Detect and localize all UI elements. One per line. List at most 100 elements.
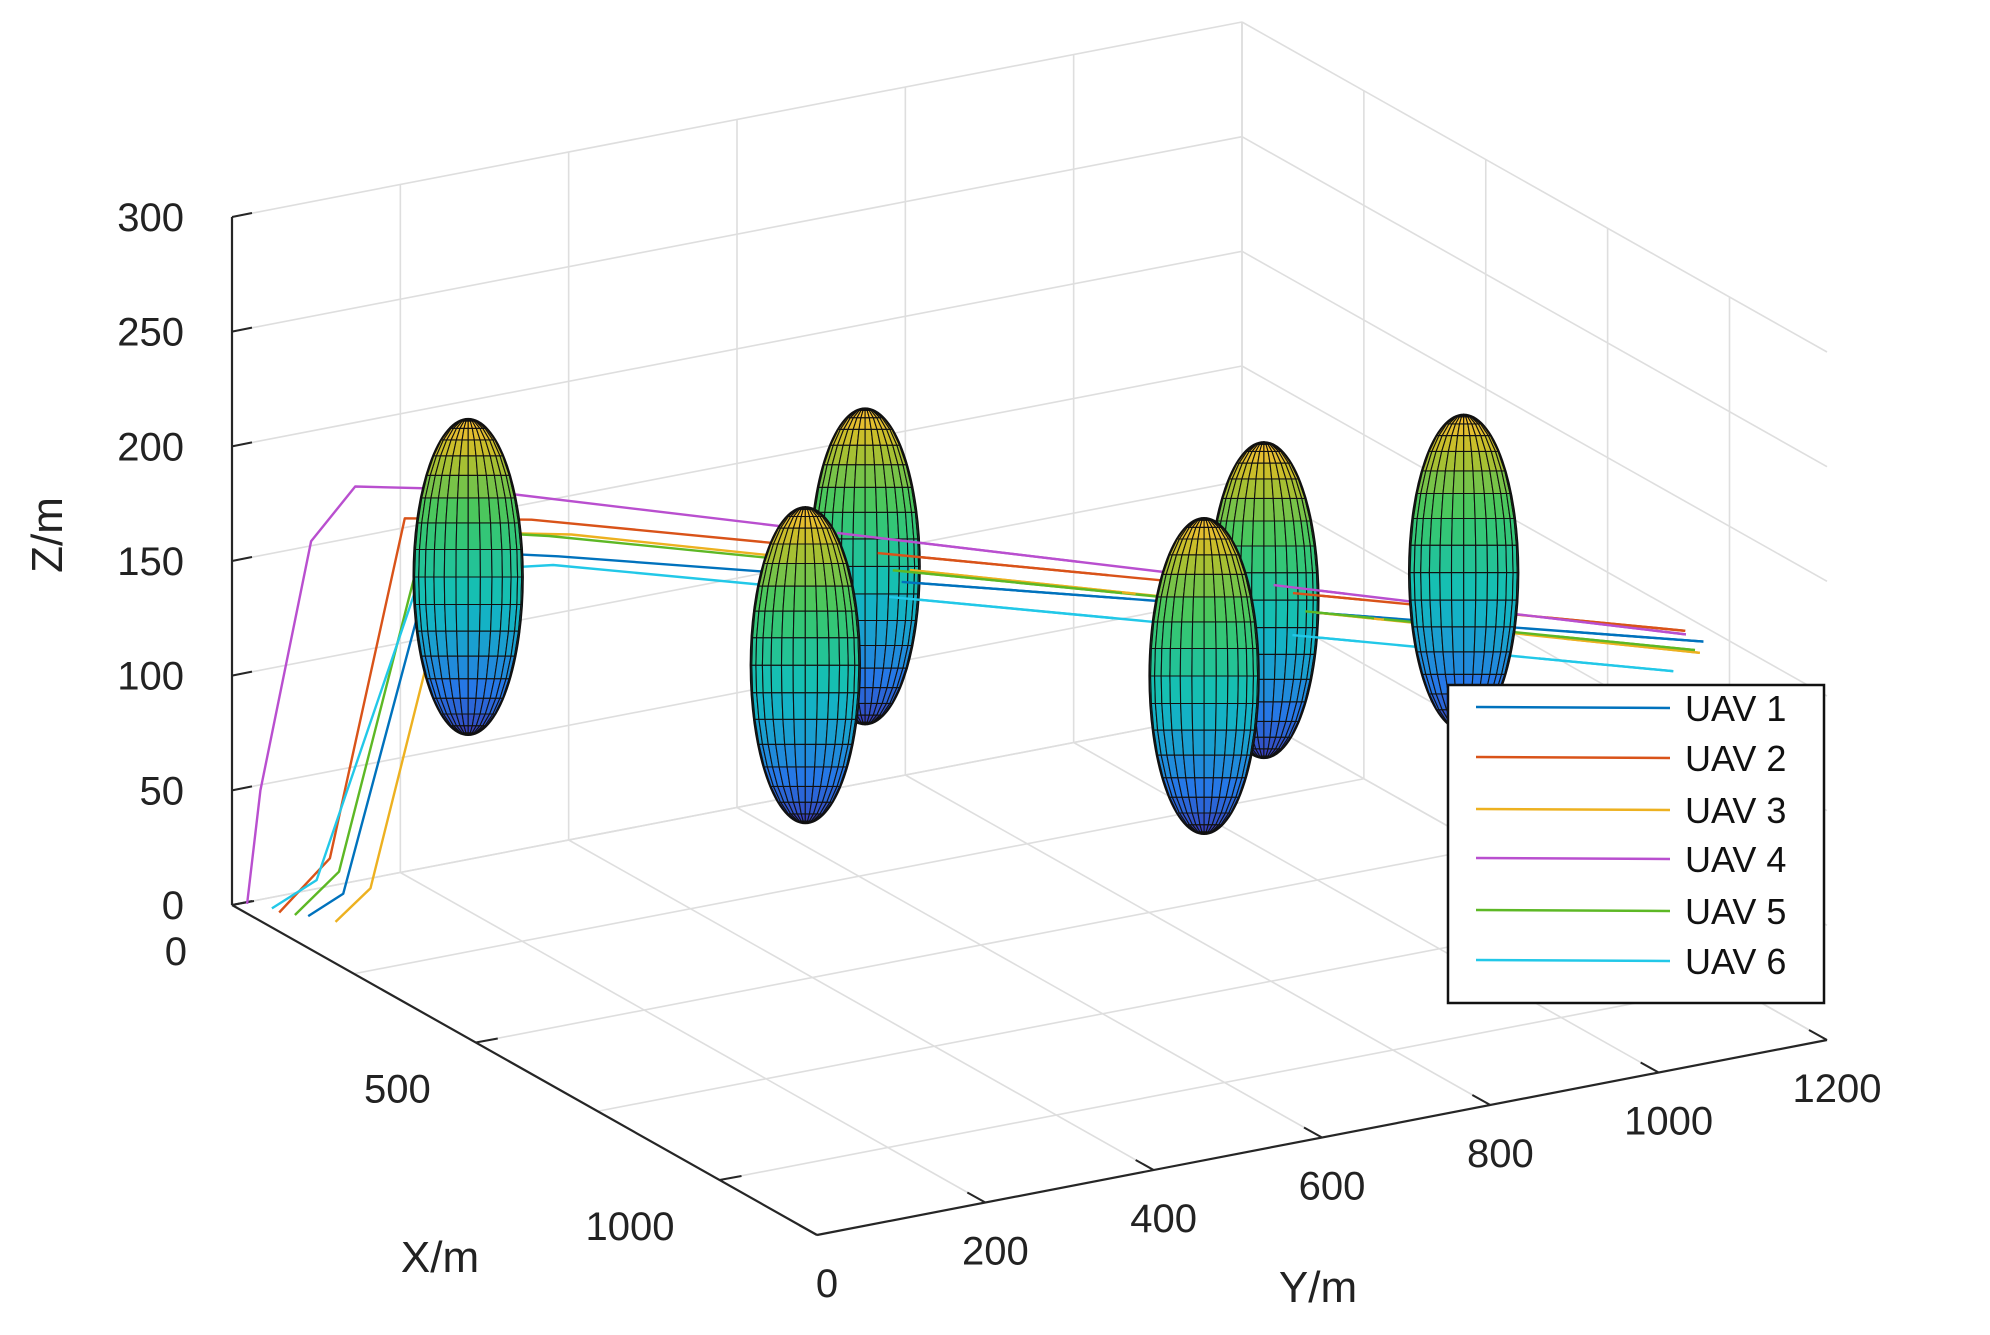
x-tick-label: 500 (364, 1068, 431, 1112)
trajectory-uav-5-front (892, 569, 1123, 595)
z-axis-label: Z/m (23, 497, 72, 573)
obstacle-face (793, 585, 806, 612)
trajectory-uav-4-front (837, 531, 1080, 564)
obstacle-face (1195, 796, 1205, 814)
obstacle-face (838, 637, 849, 666)
obstacle-face (1451, 517, 1465, 546)
legend-box (1446, 683, 1826, 1005)
obstacle-face (1191, 702, 1205, 731)
obstacle-face (864, 619, 878, 647)
obstacle-face (1226, 675, 1239, 705)
legend-line-uav5 (1475, 908, 1671, 913)
obstacle-face (455, 576, 469, 606)
obstacle-face (804, 743, 817, 768)
obstacle-face (445, 630, 459, 657)
obstacle-face (444, 522, 458, 551)
obstacle-face (853, 486, 866, 513)
obstacle-face (1463, 470, 1475, 495)
obstacle-face (1451, 599, 1465, 628)
obstacle-face (479, 576, 493, 606)
obstacle-face (1429, 599, 1442, 628)
obstacle-face (804, 664, 819, 694)
obstacle-face (770, 637, 783, 666)
obstacle-face (491, 548, 503, 578)
obstacle-face (1191, 647, 1205, 677)
trajectory-uav-2-front (877, 551, 1109, 577)
obstacle-face (501, 576, 512, 606)
y-tick-label: 1200 (1793, 1067, 1882, 1111)
obstacle-face (1428, 572, 1441, 601)
x-axis-label: X/m (401, 1233, 479, 1282)
obstacle-face (456, 630, 469, 657)
obstacle-outline (749, 506, 862, 825)
x-tick-label: 0 (165, 930, 187, 974)
obstacle-face (1440, 626, 1454, 653)
obstacle-face (852, 538, 866, 567)
obstacle-face (467, 655, 480, 680)
obstacle-face (1169, 702, 1183, 731)
obstacle-face (898, 538, 909, 567)
obstacle-face (828, 664, 841, 694)
obstacle-face (433, 522, 447, 551)
obstacle-face (1452, 470, 1465, 495)
obstacle-face (770, 664, 783, 694)
obstacle-face (796, 785, 806, 803)
obstacle-face (433, 548, 446, 578)
x-tick (719, 1175, 742, 1181)
obstacle-face (771, 610, 784, 639)
obstacle-face (782, 718, 796, 745)
obstacle-face (456, 497, 469, 524)
obstacle-face (794, 562, 806, 587)
trajectories-front-layer (837, 531, 1704, 673)
obstacle-face (1251, 520, 1265, 547)
z-tick (231, 670, 253, 677)
trajectory-uav-4-front (1273, 583, 1347, 595)
obstacle-face (855, 444, 866, 466)
obstacle-face (1192, 596, 1205, 623)
obstacle-face (781, 692, 795, 720)
obstacle-outline (412, 417, 524, 737)
obstacle-face (479, 522, 493, 551)
obstacle-face (1242, 497, 1256, 522)
trajectory-uav-6-front (1292, 633, 1360, 643)
z-tick-label: 200 (117, 425, 184, 469)
obstacle-face (771, 692, 784, 720)
obstacle-face (1251, 572, 1265, 601)
obstacle-face (457, 474, 469, 499)
obstacle-face (864, 538, 878, 567)
obstacle-face (479, 603, 493, 632)
obstacle-face (1181, 729, 1195, 756)
obstacle-face (1203, 647, 1217, 677)
obstacle-face (1486, 544, 1499, 574)
obstacle-face (792, 637, 806, 666)
y-tick (1640, 1061, 1660, 1074)
obstacle-face (1297, 572, 1308, 601)
obstacle-face (444, 603, 458, 632)
y-tick-label: 1000 (1624, 1100, 1713, 1144)
obstacle-face (501, 548, 512, 578)
obstacle-face (1263, 653, 1276, 680)
x-tick-label: 1000 (586, 1205, 675, 1249)
legend-label-uav1: UAV 1 (1685, 688, 1786, 729)
obstacle-face (1474, 599, 1488, 628)
trajectory-uav-4-front (1540, 615, 1687, 636)
legend: UAV 1 UAV 2 UAV 3 UAV 4 UAV 5 UAV 6 (1446, 683, 1826, 1005)
obstacle-face (1496, 544, 1508, 574)
obstacle-face (1203, 621, 1217, 650)
obstacle-face (1263, 545, 1277, 574)
obstacle-face (1452, 651, 1465, 675)
z-tick (231, 785, 253, 792)
obstacle-face (1160, 675, 1171, 705)
y-tick (1471, 1094, 1491, 1106)
obstacle-face (1263, 627, 1277, 655)
obstacle-face (443, 576, 457, 606)
y-tick (1303, 1126, 1323, 1139)
obstacle-face (1192, 729, 1205, 756)
obstacle-face (804, 562, 817, 587)
obstacle-face (1237, 675, 1248, 705)
z-tick (231, 212, 253, 218)
obstacle-face (491, 576, 503, 606)
obstacle-face (1274, 627, 1288, 655)
obstacle-face (1463, 517, 1477, 546)
obstacle-face (842, 486, 856, 513)
